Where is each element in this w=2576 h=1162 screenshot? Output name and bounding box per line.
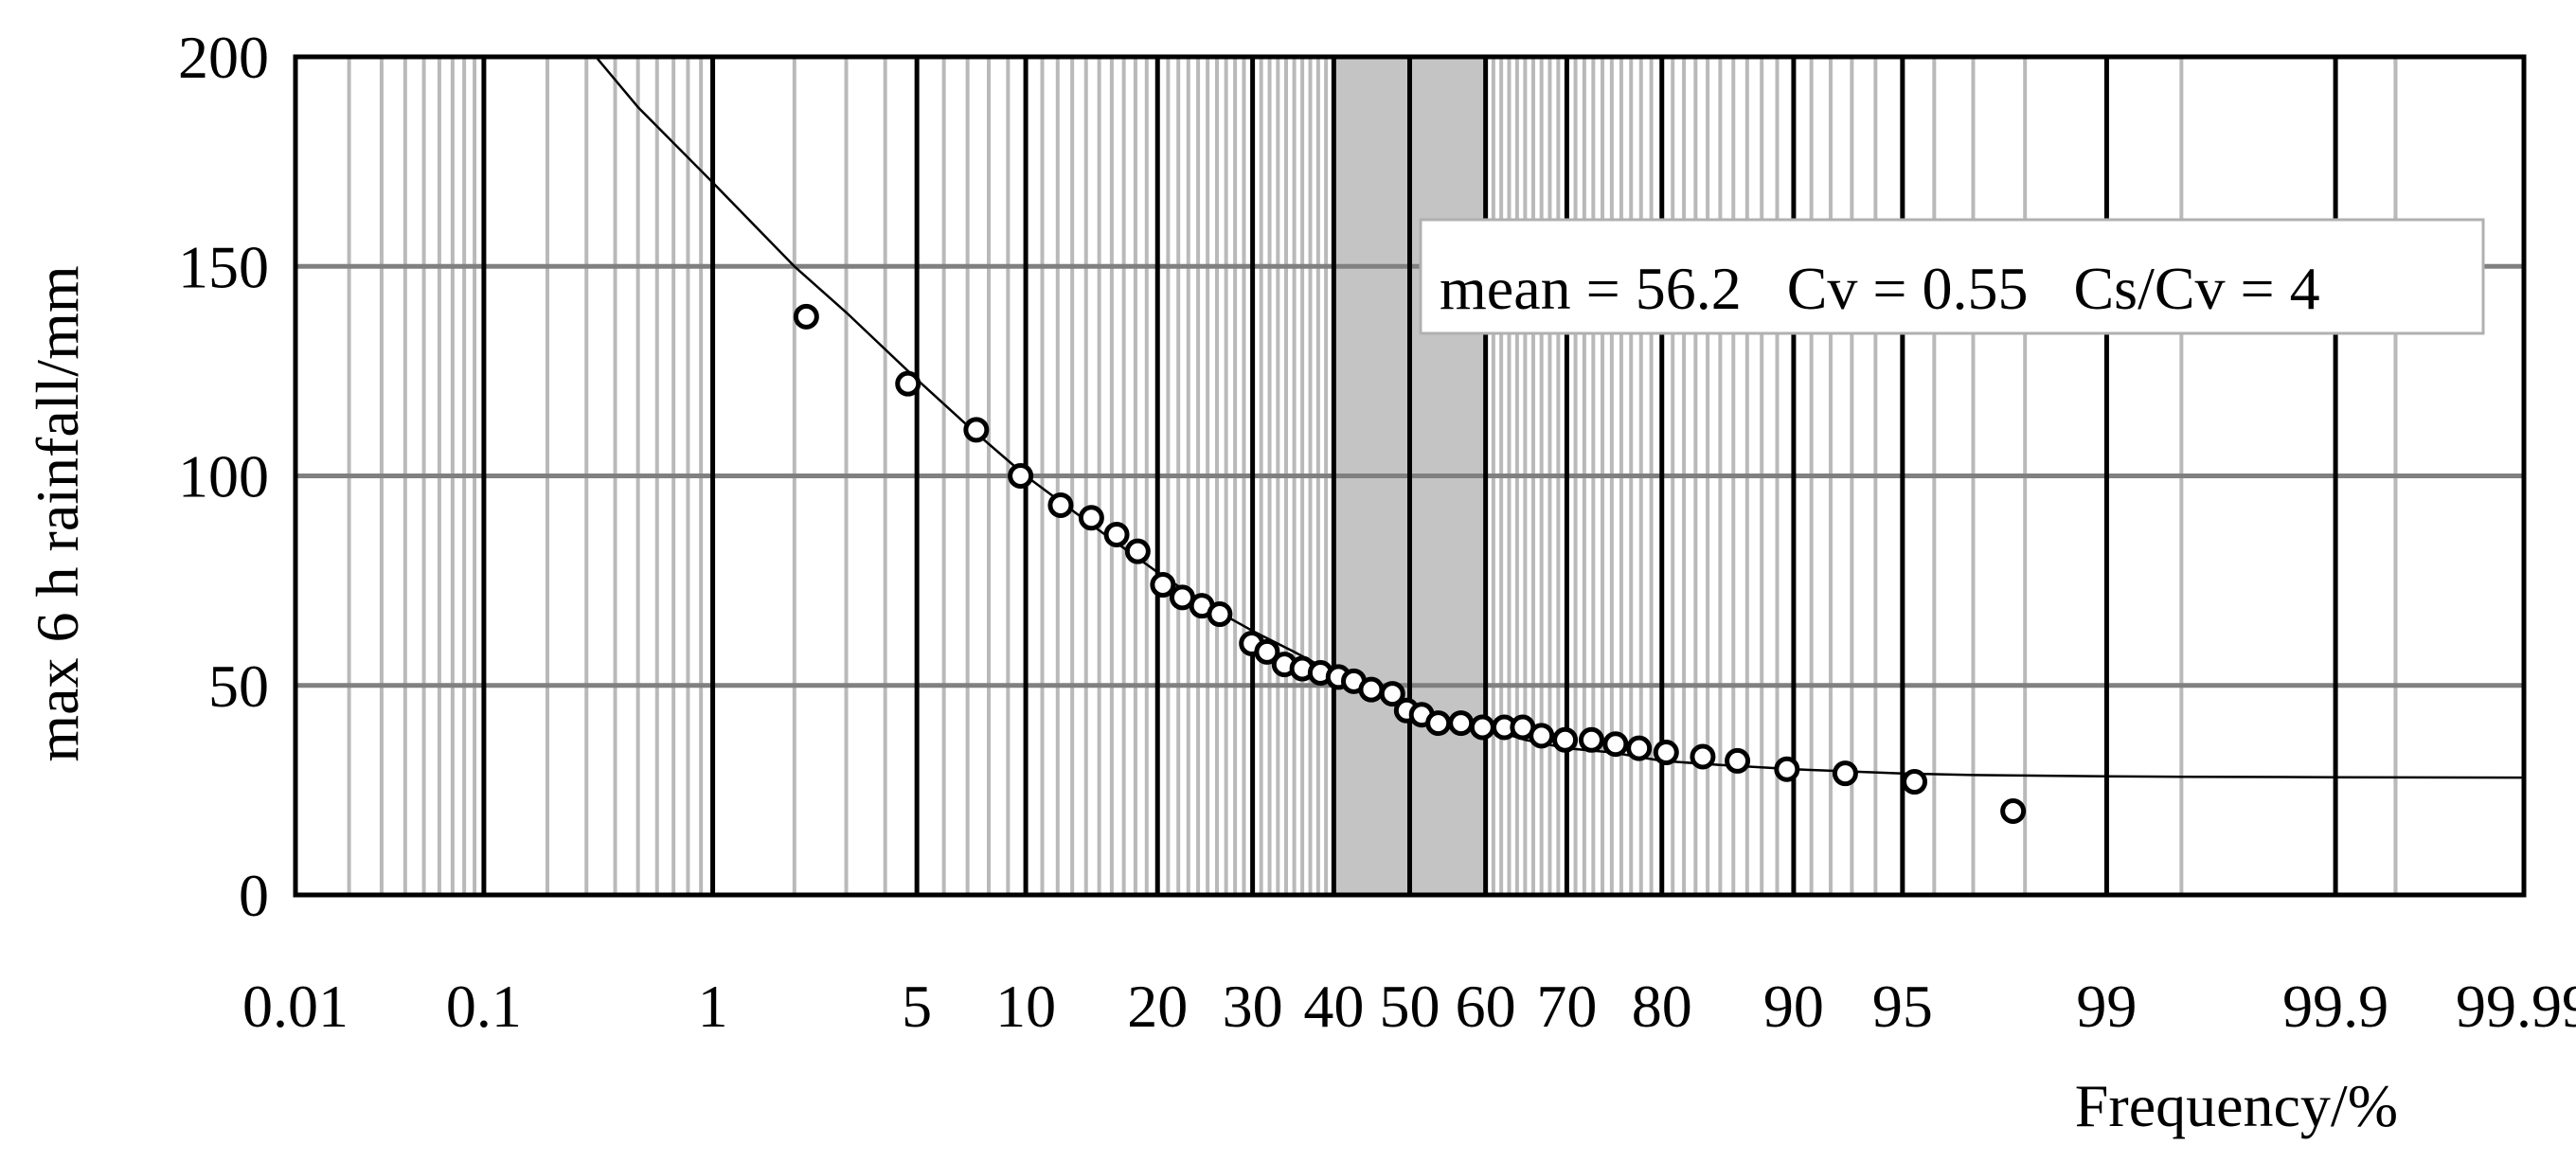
data-point	[1469, 714, 1495, 741]
data-point	[1078, 505, 1104, 531]
x-tick-label: 99.99	[2456, 973, 2576, 1040]
data-point	[963, 417, 990, 443]
data-point	[895, 370, 921, 397]
data-point	[1902, 769, 1928, 796]
x-tick-label: 95	[1872, 973, 1933, 1040]
data-point	[1448, 710, 1475, 737]
x-tick-label: 1	[698, 973, 728, 1040]
data-point	[1578, 726, 1604, 753]
data-point	[1626, 735, 1653, 761]
y-tick-label: 100	[178, 443, 269, 510]
data-point	[1008, 463, 1034, 489]
data-point	[1832, 760, 1858, 787]
y-tick-label: 200	[178, 24, 269, 91]
x-tick-label: 30	[1223, 973, 1283, 1040]
data-point	[1529, 723, 1555, 749]
x-tick-label: 80	[1632, 973, 1692, 1040]
x-tick-label: 70	[1536, 973, 1597, 1040]
y-tick-label: 50	[208, 653, 269, 720]
data-point	[1150, 572, 1176, 599]
plot-frame	[293, 54, 2527, 898]
annotation-background	[1419, 218, 2485, 335]
x-tick-label: 0.1	[446, 973, 522, 1040]
y-tick-label: 0	[239, 862, 269, 929]
x-tick-label: 60	[1456, 973, 1516, 1040]
data-point	[1774, 756, 1800, 782]
data-point	[1602, 731, 1629, 758]
data-point	[1124, 538, 1151, 564]
data-point	[1207, 601, 1233, 628]
data-point	[1653, 740, 1679, 766]
x-tick-label: 40	[1303, 973, 1364, 1040]
grid-lines	[293, 57, 2527, 895]
x-tick-label: 20	[1127, 973, 1188, 1040]
x-tick-label: 5	[902, 973, 932, 1040]
data-point	[1103, 521, 1130, 547]
x-tick-label: 10	[995, 973, 1056, 1040]
data-point	[1254, 638, 1280, 665]
data-point	[1725, 747, 1751, 774]
x-axis-title: Frequency/%	[2075, 1072, 2398, 1139]
data-point	[2000, 798, 2027, 824]
data-point	[1425, 710, 1452, 737]
data-point	[1690, 743, 1716, 770]
y-tick-label: 150	[178, 233, 269, 300]
x-tick-label: 90	[1763, 973, 1824, 1040]
x-tick-label: 99	[2076, 973, 2137, 1040]
data-point	[793, 303, 819, 330]
data-point	[1552, 726, 1579, 753]
x-tick-label: 50	[1380, 973, 1440, 1040]
y-axis-title: max 6 h rainfall/mm	[24, 265, 91, 761]
data-point	[1379, 681, 1405, 707]
annotation-box: mean = 56.2 Cv = 0.55 Cs/Cv = 4	[1419, 218, 2485, 335]
observed-points-layer	[793, 303, 2027, 824]
x-tick-label: 99.9	[2282, 973, 2388, 1040]
data-point	[1358, 676, 1385, 703]
data-point	[1047, 492, 1074, 518]
x-tick-label: 0.01	[242, 973, 349, 1040]
annotation-text: mean = 56.2 Cv = 0.55 Cs/Cv = 4	[1440, 255, 2320, 322]
y-tick-labels: 0 50 100 150 200	[178, 24, 269, 929]
